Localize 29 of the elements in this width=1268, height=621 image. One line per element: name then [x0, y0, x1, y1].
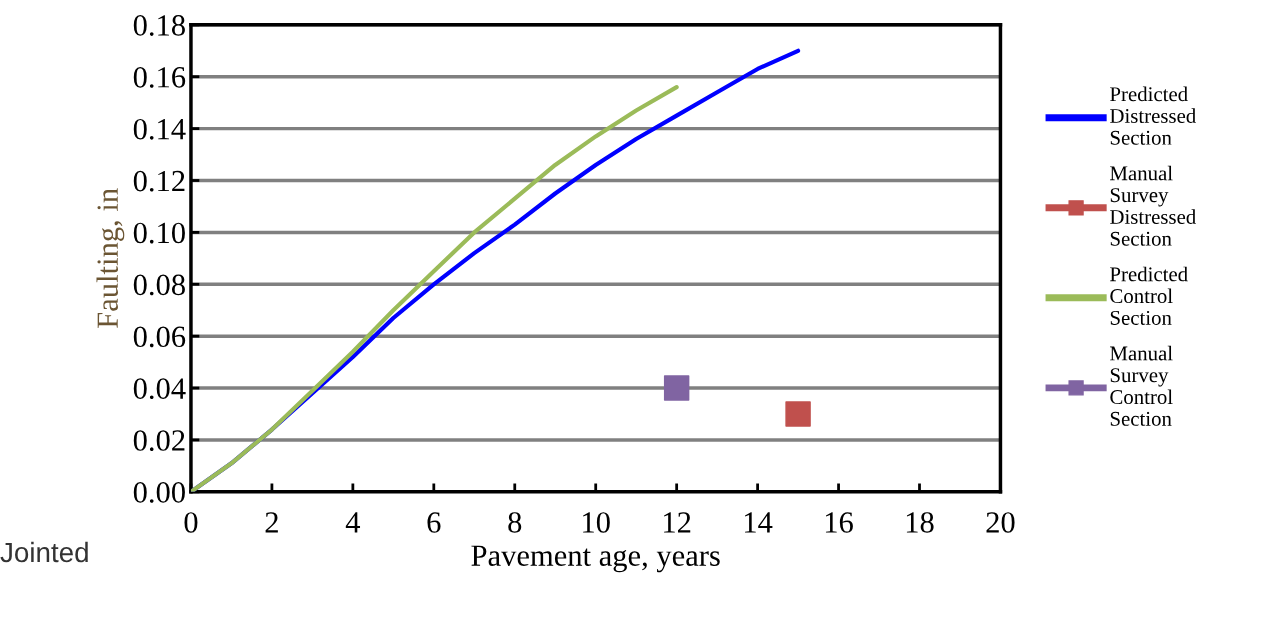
- y-tick-label: 0.04: [133, 378, 186, 400]
- x-tick-label: 4: [345, 512, 361, 533]
- y-tick-label: 0.16: [133, 67, 186, 88]
- y-tick-label: 0.00: [133, 482, 185, 503]
- y-tick-label: 0.08: [133, 274, 185, 296]
- x-tick-label: 20: [986, 512, 1015, 533]
- y-tick-label: 0.12: [133, 170, 185, 192]
- y-axis-title: Faulting, in: [96, 188, 125, 328]
- legend-label: Predicted Distressed Section: [1110, 86, 1196, 145]
- text: Jointed: [0, 541, 88, 563]
- y-tick-label: 0.14: [133, 118, 186, 140]
- x-axis-title: Pavement age, years: [471, 545, 720, 573]
- y-tick-label: 0.06: [133, 326, 186, 348]
- x-tick-label: 16: [825, 512, 853, 533]
- x-tick-label: 6: [427, 512, 441, 533]
- y-tick-label: 0.10: [133, 222, 185, 244]
- x-tick-label: 8: [508, 512, 522, 533]
- y-tick-label: 0.18: [133, 15, 185, 36]
- legend-label: Manual Survey Distressed Section: [1110, 165, 1196, 246]
- legend-label: Predicted Control Section: [1110, 266, 1188, 325]
- y-tick-label: 0.02: [133, 430, 185, 451]
- x-tick-label: 12: [664, 512, 691, 533]
- x-tick-label: 14: [745, 512, 773, 533]
- line-series: [190, 85, 679, 492]
- legend-label: Manual Survey Control Section: [1110, 345, 1173, 426]
- x-tick-label: 0: [184, 512, 198, 533]
- x-tick-label: 18: [906, 512, 934, 533]
- x-tick-label: 10: [583, 512, 610, 533]
- x-tick-label: 2: [265, 512, 278, 533]
